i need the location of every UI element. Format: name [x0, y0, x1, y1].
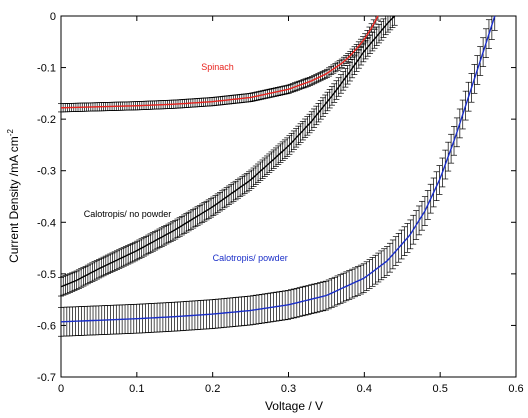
y-axis-label: Current Density /mA cm-2	[6, 129, 21, 263]
x-tick-label: 0.6	[508, 383, 523, 395]
plot-frame	[60, 15, 517, 378]
y-tick-label: -0.3	[37, 166, 56, 178]
x-tick-label: 0.4	[357, 383, 372, 395]
x-tick-label: 0	[58, 383, 64, 395]
series-line-2	[60, 15, 496, 323]
y-tick-label: -0.7	[37, 372, 56, 384]
y-tick-label: -0.1	[37, 63, 56, 75]
y-tick-label: 0	[50, 11, 56, 23]
axes: 0 0.1 0.2 0.3 0.4 0.5 0.6 0 -0.1 -0.2 -0.3 -0.4 -0.5…	[37, 11, 524, 395]
series-line-1	[60, 15, 396, 288]
error-bars-series-0	[58, 15, 381, 113]
series-annotation: Calotropis/ powder	[213, 253, 288, 263]
y-tick-label: -0.6	[37, 320, 56, 332]
x-tick-label: 0.5	[433, 383, 448, 395]
y-tick-label: -0.2	[37, 114, 56, 126]
x-tick-label: 0.3	[281, 383, 296, 395]
error-bars	[58, 15, 498, 337]
y-tick-label: -0.5	[37, 269, 56, 281]
x-axis-label: Voltage / V	[265, 399, 323, 413]
series-annotations: Spinach Calotropis/ no powder Calotropis/ …	[84, 62, 288, 263]
x-tick-label: 0.1	[129, 383, 144, 395]
x-tick-label: 0.2	[205, 383, 220, 395]
series-annotation: Spinach	[201, 62, 234, 72]
series-line-0	[60, 15, 379, 109]
series-lines	[60, 15, 496, 323]
y-tick-label: -0.4	[37, 217, 56, 229]
error-bars-series-2	[58, 15, 498, 337]
series-annotation: Calotropis/ no powder	[84, 209, 172, 219]
y-axis-label-text: Current Density /mA cm	[7, 136, 21, 263]
y-axis-label-superscript: -2	[6, 129, 15, 137]
